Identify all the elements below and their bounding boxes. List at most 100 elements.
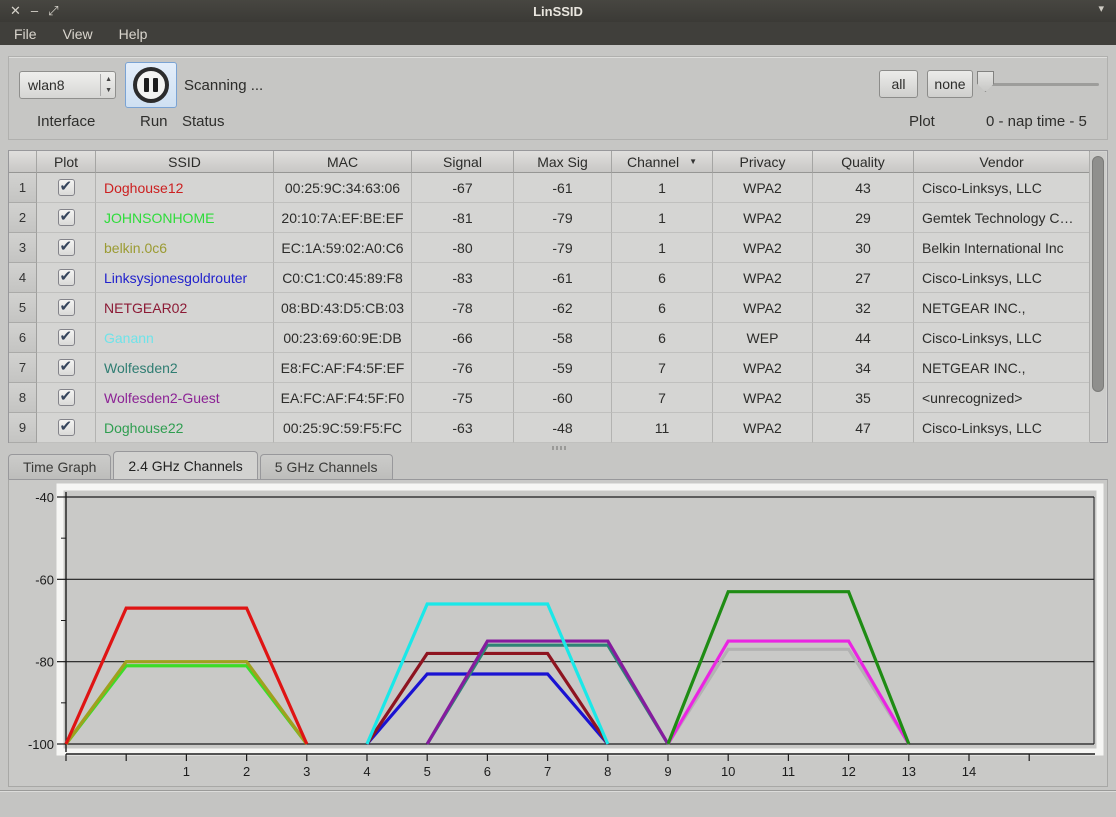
privacy-cell: WPA2 bbox=[713, 173, 813, 203]
column-header-plot[interactable]: Plot bbox=[37, 151, 96, 173]
column-header-vendor[interactable]: Vendor bbox=[914, 151, 1090, 173]
channel-cell: 7 bbox=[612, 353, 713, 383]
minimize-icon[interactable]: – bbox=[31, 2, 38, 20]
tab-5-ghz-channels[interactable]: 5 GHz Channels bbox=[260, 454, 393, 479]
table-row[interactable]: 5✔NETGEAR0208:BD:43:D5:CB:03-78-626WPA23… bbox=[9, 293, 1090, 323]
column-header-max-sig[interactable]: Max Sig bbox=[514, 151, 612, 173]
ssid-cell: Doghouse22 bbox=[96, 413, 274, 443]
svg-text:-80: -80 bbox=[35, 655, 54, 670]
interface-select[interactable]: wlan8 ▲▼ bbox=[19, 71, 116, 99]
tab-time-graph[interactable]: Time Graph bbox=[8, 454, 111, 479]
menu-item-help[interactable]: Help bbox=[119, 26, 148, 42]
quality-cell: 34 bbox=[813, 353, 914, 383]
splitter-handle[interactable] bbox=[545, 445, 573, 450]
table-scrollbar[interactable] bbox=[1089, 152, 1106, 441]
plot-checkbox[interactable]: ✔ bbox=[58, 239, 75, 256]
menu-item-file[interactable]: File bbox=[14, 26, 37, 42]
table-row[interactable]: 4✔LinksysjonesgoldrouterC0:C1:C0:45:89:F… bbox=[9, 263, 1090, 293]
privacy-cell: WPA2 bbox=[713, 353, 813, 383]
svg-text:12: 12 bbox=[841, 764, 855, 779]
plot-checkbox[interactable]: ✔ bbox=[58, 209, 75, 226]
table-row[interactable]: 3✔belkin.0c6EC:1A:59:02:A0:C6-80-791WPA2… bbox=[9, 233, 1090, 263]
maximize-icon[interactable]: ⤢ bbox=[48, 2, 58, 20]
plot-checkbox[interactable]: ✔ bbox=[58, 419, 75, 436]
column-header-signal[interactable]: Signal bbox=[412, 151, 514, 173]
mac-cell: 00:25:9C:34:63:06 bbox=[274, 173, 412, 203]
table-header: PlotSSIDMACSignalMax SigChannel▼PrivacyQ… bbox=[9, 151, 1090, 173]
interface-value: wlan8 bbox=[28, 77, 65, 93]
spinner-arrows-icon[interactable]: ▲▼ bbox=[100, 74, 112, 96]
close-icon[interactable]: ✕ bbox=[10, 2, 21, 20]
table-row[interactable]: 7✔Wolfesden2E8:FC:AF:F4:5F:EF-76-597WPA2… bbox=[9, 353, 1090, 383]
signal-cell: -67 bbox=[412, 173, 514, 203]
channel-graph: -40-60-80-1001234567891011121314 bbox=[9, 480, 1107, 786]
ssid-cell: JOHNSONHOME bbox=[96, 203, 274, 233]
svg-text:-40: -40 bbox=[35, 490, 54, 505]
svg-text:9: 9 bbox=[664, 764, 671, 779]
row-number: 4 bbox=[9, 263, 37, 293]
naptime-label: 0 - nap time - 5 bbox=[986, 113, 1087, 130]
vendor-cell: Belkin International Inc bbox=[914, 233, 1090, 263]
svg-text:14: 14 bbox=[962, 764, 976, 779]
column-header-privacy[interactable]: Privacy bbox=[713, 151, 813, 173]
naptime-slider-track[interactable] bbox=[987, 83, 1099, 86]
plot-all-button[interactable]: all bbox=[879, 70, 918, 98]
channel-cell: 1 bbox=[612, 173, 713, 203]
signal-cell: -81 bbox=[412, 203, 514, 233]
svg-text:10: 10 bbox=[721, 764, 735, 779]
table-row[interactable]: 8✔Wolfesden2-GuestEA:FC:AF:F4:5F:F0-75-6… bbox=[9, 383, 1090, 413]
column-header-quality[interactable]: Quality bbox=[813, 151, 914, 173]
signal-cell: -83 bbox=[412, 263, 514, 293]
table-row[interactable]: 1✔Doghouse1200:25:9C:34:63:06-67-611WPA2… bbox=[9, 173, 1090, 203]
quality-cell: 47 bbox=[813, 413, 914, 443]
plot-cell: ✔ bbox=[37, 203, 96, 233]
maxsig-cell: -79 bbox=[514, 233, 612, 263]
plot-cell: ✔ bbox=[37, 293, 96, 323]
column-header-mac[interactable]: MAC bbox=[274, 151, 412, 173]
mac-cell: C0:C1:C0:45:89:F8 bbox=[274, 263, 412, 293]
ssid-cell: Ganann bbox=[96, 323, 274, 353]
plot-checkbox[interactable]: ✔ bbox=[58, 329, 75, 346]
menu-item-view[interactable]: View bbox=[63, 26, 93, 42]
svg-text:8: 8 bbox=[604, 764, 611, 779]
plot-checkbox[interactable]: ✔ bbox=[58, 179, 75, 196]
channel-graph-pane: -40-60-80-1001234567891011121314 bbox=[8, 479, 1108, 787]
ssid-cell: Wolfesden2 bbox=[96, 353, 274, 383]
sort-desc-icon: ▼ bbox=[689, 157, 697, 166]
mac-cell: E8:FC:AF:F4:5F:EF bbox=[274, 353, 412, 383]
plot-cell: ✔ bbox=[37, 173, 96, 203]
quality-cell: 44 bbox=[813, 323, 914, 353]
table-row[interactable]: 2✔JOHNSONHOME20:10:7A:EF:BE:EF-81-791WPA… bbox=[9, 203, 1090, 233]
run-label: Run bbox=[140, 113, 168, 130]
channel-cell: 7 bbox=[612, 383, 713, 413]
quality-cell: 43 bbox=[813, 173, 914, 203]
table-row[interactable]: 6✔Ganann00:23:69:60:9E:DB-66-586WEP44Cis… bbox=[9, 323, 1090, 353]
maxsig-cell: -79 bbox=[514, 203, 612, 233]
svg-text:13: 13 bbox=[902, 764, 916, 779]
column-header-ssid[interactable]: SSID bbox=[96, 151, 274, 173]
run-pause-button[interactable] bbox=[125, 62, 177, 108]
plot-checkbox[interactable]: ✔ bbox=[58, 359, 75, 376]
plot-checkbox[interactable]: ✔ bbox=[58, 389, 75, 406]
row-number: 3 bbox=[9, 233, 37, 263]
titlebar: ✕ – ⤢ LinSSID ▾ bbox=[0, 0, 1116, 22]
privacy-cell: WPA2 bbox=[713, 233, 813, 263]
privacy-cell: WPA2 bbox=[713, 293, 813, 323]
column-header-channel[interactable]: Channel▼ bbox=[612, 151, 713, 173]
channel-cell: 6 bbox=[612, 323, 713, 353]
signal-cell: -63 bbox=[412, 413, 514, 443]
maxsig-cell: -60 bbox=[514, 383, 612, 413]
mac-cell: 00:23:69:60:9E:DB bbox=[274, 323, 412, 353]
table-row[interactable]: 9✔Doghouse2200:25:9C:59:F5:FC-63-4811WPA… bbox=[9, 413, 1090, 443]
tab-2-4-ghz-channels[interactable]: 2.4 GHz Channels bbox=[113, 451, 257, 479]
channel-cell: 6 bbox=[612, 293, 713, 323]
plot-none-button[interactable]: none bbox=[927, 70, 973, 98]
naptime-slider-handle[interactable] bbox=[977, 71, 994, 92]
chevron-down-icon[interactable]: ▾ bbox=[1098, 2, 1104, 15]
ssid-cell: Doghouse12 bbox=[96, 173, 274, 203]
plot-checkbox[interactable]: ✔ bbox=[58, 269, 75, 286]
plot-cell: ✔ bbox=[37, 383, 96, 413]
svg-text:-100: -100 bbox=[28, 737, 54, 752]
table-scrollbar-thumb[interactable] bbox=[1092, 156, 1104, 392]
plot-checkbox[interactable]: ✔ bbox=[58, 299, 75, 316]
